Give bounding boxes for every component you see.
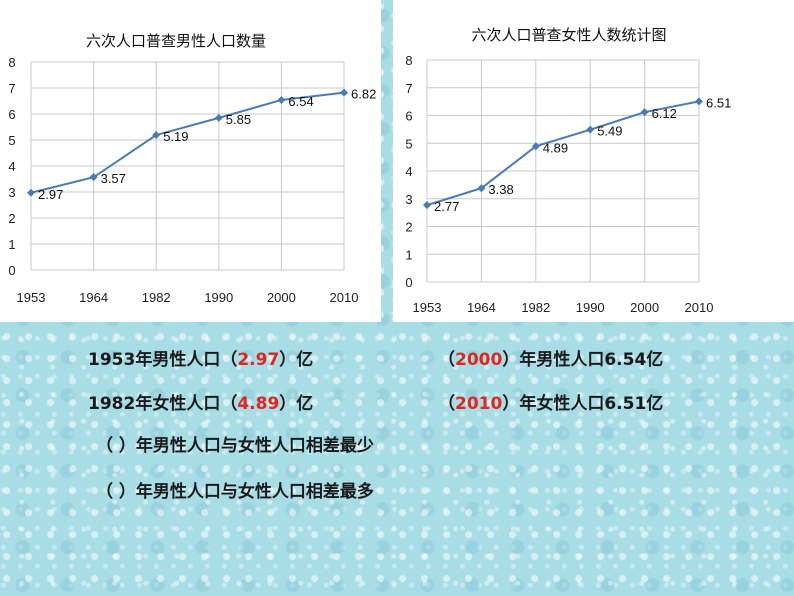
x-tick-label: 1964 <box>79 290 108 305</box>
question-3-text-after: ）亿 <box>279 394 314 414</box>
data-point <box>340 88 348 97</box>
data-label: 6.82 <box>351 87 376 102</box>
y-tick-label: 3 <box>8 185 15 200</box>
y-tick-label: 2 <box>8 211 15 226</box>
question-4: （2010）年女性人口6.51亿 <box>438 387 663 421</box>
question-1-answer: 2.97 <box>237 350 280 370</box>
question-4-text-before: （ <box>438 394 455 414</box>
series-line <box>30 91 345 194</box>
data-label: 6.51 <box>706 95 731 110</box>
y-tick-label: 1 <box>405 247 412 262</box>
question-2: （2000）年男性人口6.54亿 <box>438 343 663 377</box>
y-tick-label: 3 <box>405 192 412 207</box>
y-tick-label: 4 <box>405 164 412 179</box>
x-tick-label: 1964 <box>467 300 496 315</box>
data-label: 4.89 <box>543 140 568 155</box>
data-point <box>152 131 161 140</box>
question-3-text-before: 1982年女性人口（ <box>88 394 238 414</box>
male-chart-svg: 六次人口普查男性人口数量 0 1 2 3 4 5 6 7 8 1953 1964 1982 1990 200… <box>8 32 376 305</box>
question-1-text-before: 1953年男性人口（ <box>88 350 238 370</box>
data-point <box>640 108 649 117</box>
question-6: （ ）年男性人口与女性人口相差最多 <box>96 482 374 502</box>
data-point <box>586 125 595 134</box>
x-tick-label: 1990 <box>576 300 605 315</box>
female-population-chart: 六次人口普查女性人数统计图 0 1 2 3 4 5 6 7 8 1953 1964 1982 1990 20… <box>393 0 794 322</box>
question-3-answer: 4.89 <box>237 394 280 414</box>
series-line <box>426 100 700 207</box>
chart-title: 六次人口普查男性人口数量 <box>86 32 266 50</box>
question-2-text-after: ）年男性人口6.54亿 <box>502 350 664 370</box>
data-point <box>27 188 35 197</box>
y-tick-label: 6 <box>405 109 412 124</box>
data-point <box>695 97 703 106</box>
y-tick-label: 1 <box>8 237 15 252</box>
x-tick-label: 1982 <box>142 290 171 305</box>
question-1: 1953年男性人口（2.97）亿 <box>88 343 313 377</box>
data-point <box>531 142 540 151</box>
data-label: 2.77 <box>434 199 459 214</box>
data-point <box>214 113 223 122</box>
data-label: 3.38 <box>488 182 513 197</box>
male-population-chart: 六次人口普查男性人口数量 0 1 2 3 4 5 6 7 8 1953 1964 1982 1990 200… <box>0 0 381 322</box>
x-tick-label: 1982 <box>521 300 550 315</box>
data-label: 6.12 <box>652 106 677 121</box>
x-tick-label: 2010 <box>330 290 359 305</box>
y-tick-label: 2 <box>405 220 412 235</box>
data-point <box>477 184 486 193</box>
x-tick-label: 2010 <box>685 300 714 315</box>
question-4-text-after: ）年女性人口6.51亿 <box>502 394 664 414</box>
y-tick-label: 4 <box>8 159 15 174</box>
x-tick-label: 1990 <box>204 290 233 305</box>
y-tick-label: 5 <box>8 133 15 148</box>
data-label: 5.49 <box>597 124 622 139</box>
question-2-answer: 2000 <box>455 350 503 370</box>
y-tick-label: 0 <box>8 263 15 278</box>
x-tick-label: 1953 <box>17 290 46 305</box>
y-tick-label: 6 <box>8 107 15 122</box>
data-label: 3.57 <box>101 171 126 186</box>
data-label: 5.85 <box>226 112 251 127</box>
chart-title: 六次人口普查女性人数统计图 <box>471 26 666 44</box>
y-tick-label: 8 <box>8 55 15 70</box>
question-5: （ ）年男性人口与女性人口相差最少 <box>96 436 374 456</box>
data-point <box>277 95 286 104</box>
y-tick-label: 8 <box>405 53 412 68</box>
data-label: 6.54 <box>288 94 313 109</box>
y-tick-label: 7 <box>405 81 412 96</box>
question-2-text-before: （ <box>438 350 455 370</box>
question-4-answer: 2010 <box>455 394 503 414</box>
question-3: 1982年女性人口（4.89）亿 <box>88 387 313 421</box>
x-tick-label: 1953 <box>413 300 442 315</box>
y-tick-label: 7 <box>8 81 15 96</box>
data-label: 2.97 <box>38 187 63 202</box>
female-chart-svg: 六次人口普查女性人数统计图 0 1 2 3 4 5 6 7 8 1953 1964 1982 1990 20… <box>405 26 731 315</box>
x-tick-label: 2000 <box>630 300 659 315</box>
data-point <box>423 201 431 210</box>
x-tick-label: 2000 <box>267 290 296 305</box>
question-1-text-after: ）亿 <box>279 350 314 370</box>
y-tick-label: 5 <box>405 136 412 151</box>
y-tick-label: 0 <box>405 275 412 290</box>
data-point <box>89 173 98 182</box>
data-label: 5.19 <box>163 129 188 144</box>
